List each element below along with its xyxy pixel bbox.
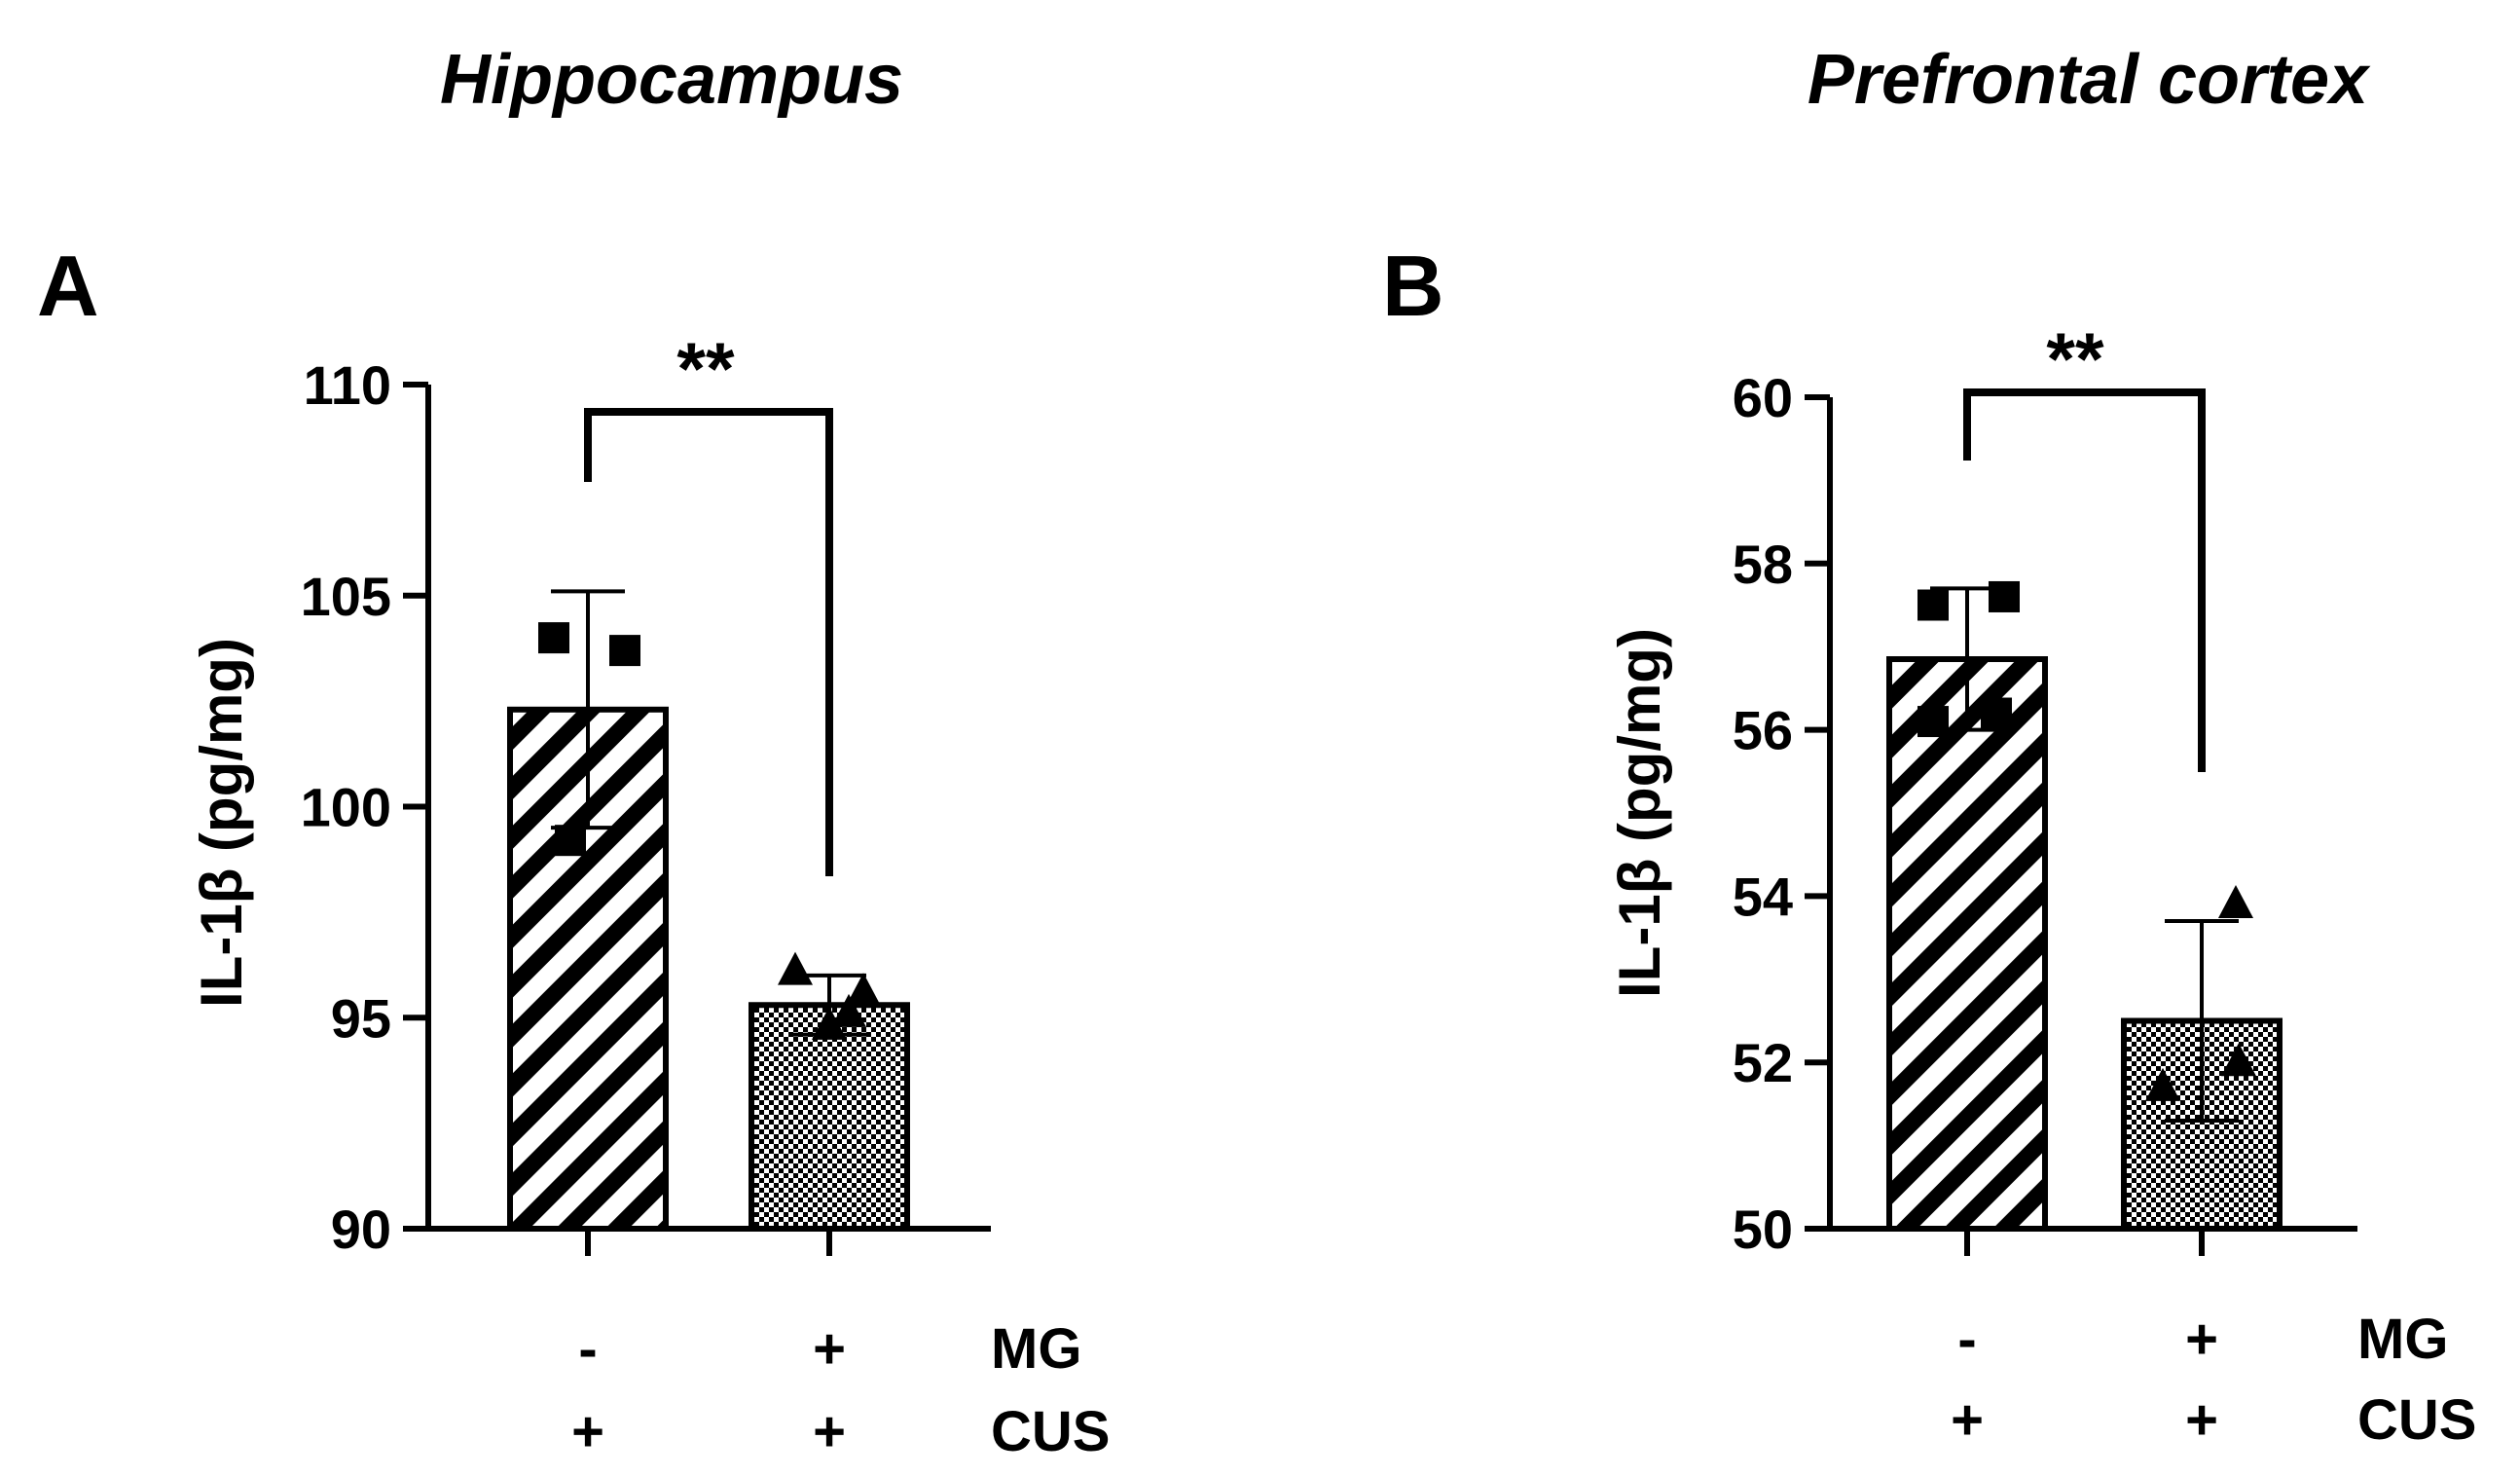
panel-a-bar1-mg-sign: - [578,1317,597,1381]
panel-b-data-point [1989,580,2020,612]
panel-a-data-point [609,635,640,667]
panel-a-bar2-cus-sign: + [813,1400,846,1463]
panel-b-y-tick-label: 54 [1733,866,1793,927]
panel-b-bar1-mg-sign: - [1957,1308,1976,1371]
panel-b-significance: ** [2046,318,2104,401]
panel-a-label: A [37,238,99,334]
panel-a-data-point [538,622,569,654]
panel-a-bar2-mg-sign: + [813,1317,846,1381]
panel-a-data-point [555,825,586,857]
panel-a-y-tick-label: 95 [331,987,391,1049]
panel-b-data-point [1917,706,1949,738]
panel-a-y-tick-label: 110 [304,354,391,416]
panel-b-y-axis-label: IL-1β (pg/mg) [1607,628,1672,998]
panel-a-bar1-cus-sign: + [571,1400,604,1463]
panel-b-y-tick-label: 52 [1733,1032,1793,1093]
panel-a-y-tick-label: 90 [331,1199,391,1260]
panel-a-y-tick-label: 100 [301,777,391,838]
panel-a-y-axis-label: IL-1β (pg/mg) [189,638,254,1008]
panel-b-significance-bracket [1963,388,2206,772]
panel-a-data-point [846,973,881,1007]
panel-b-data-point [2221,1043,2256,1077]
panel-a-cus-label: CUS [991,1400,1110,1463]
panel-b-y-tick-label: 56 [1733,700,1793,761]
panel-a-data-point [812,1006,847,1040]
panel-a-data-point [831,993,866,1027]
panel-a-bar-2 [749,1002,910,1232]
panel-b-y-tick-label: 50 [1733,1199,1793,1260]
panel-a-data-point [778,951,813,985]
panel-b-mg-label: MG [2357,1308,2448,1371]
panel-a-title: Hippocampus [440,41,903,119]
panel-b-data-point [2218,884,2253,918]
panel-b-bar-1 [1886,656,2048,1232]
panel-a-significance: ** [676,328,735,411]
panel-b-y-tick-label: 58 [1733,534,1793,595]
panel-b-y-tick-label: 60 [1733,367,1793,428]
panel-b-label: B [1382,238,1444,334]
panel-b-data-point [1917,589,1949,621]
panel-b-data-point [2145,1067,2180,1101]
panel-b-cus-label: CUS [2357,1388,2476,1452]
panel-b-title: Prefrontal cortex [1808,41,2371,119]
panel-b-data-point [1981,697,2012,729]
panel-a-mg-label: MG [991,1317,1081,1381]
panel-b-bar1-cus-sign: + [1951,1388,1984,1452]
panel-a-y-tick-label: 105 [301,566,391,627]
panel-b-bar2-cus-sign: + [2185,1388,2218,1452]
panel-b-bar2-mg-sign: + [2185,1308,2218,1371]
panel-a-significance-bracket [584,408,833,876]
